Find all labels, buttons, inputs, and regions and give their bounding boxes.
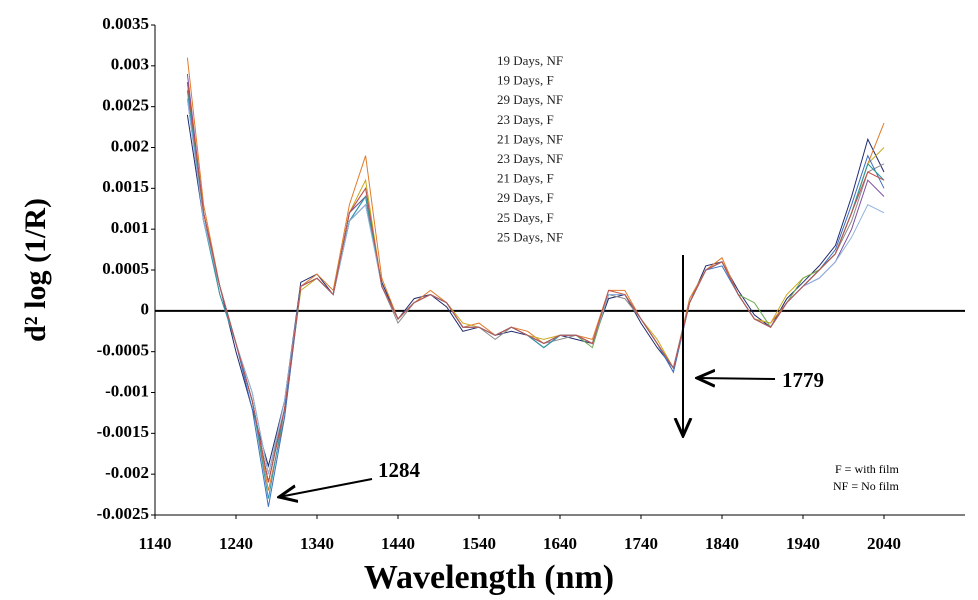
y-tick-label: 0.001	[111, 218, 149, 237]
y-axis-title: d² log (1/R)	[19, 198, 52, 342]
legend-entry: 23 Days, NF	[497, 151, 563, 166]
legend-entry: 29 Days, NF	[497, 92, 563, 107]
legend-entry: 29 Days, F	[497, 190, 554, 205]
series-line	[186, 90, 885, 483]
series-line	[186, 114, 885, 468]
x-tick-label: 2040	[867, 534, 901, 553]
x-tick-label: 1440	[381, 534, 415, 553]
y-tick-label: 0.0035	[102, 14, 149, 33]
legend-entry: 25 Days, F	[497, 210, 554, 225]
y-tick-label: -0.002	[105, 463, 149, 482]
legend-entry: 25 Days, NF	[497, 229, 563, 244]
y-tick-label: -0.0015	[97, 422, 149, 441]
y-tick-label: -0.001	[105, 381, 149, 400]
x-tick-label: 1840	[705, 534, 739, 553]
legend-entry: 21 Days, NF	[497, 131, 563, 146]
annotation: 1779	[782, 368, 824, 392]
legend-entry: 21 Days, F	[497, 171, 554, 186]
legend-entry: 19 Days, NF	[497, 53, 563, 68]
annotation-arrow	[697, 378, 776, 379]
y-tick-label: -0.0025	[97, 504, 149, 523]
y-tick-label: 0.0005	[102, 259, 149, 278]
legend-entry: 19 Days, F	[497, 73, 554, 88]
legend-entry: 23 Days, F	[497, 112, 554, 127]
x-tick-label: 1240	[219, 534, 253, 553]
x-tick-label: 1140	[138, 534, 171, 553]
x-tick-label: 1640	[543, 534, 577, 553]
x-tick-label: 1940	[786, 534, 820, 553]
x-tick-label: 1540	[462, 534, 496, 553]
x-tick-label: 1740	[624, 534, 658, 553]
y-tick-label: -0.0005	[97, 341, 149, 360]
x-axis-title: Wavelength (nm)	[364, 559, 614, 596]
series-line	[186, 82, 885, 483]
y-tick-label: 0	[141, 300, 150, 319]
y-tick-label: 0.0025	[102, 96, 149, 115]
annotation: 1284	[378, 458, 421, 482]
annotation-arrow	[279, 478, 373, 497]
annotation: F = with film	[835, 462, 899, 476]
y-tick-label: 0.002	[111, 136, 149, 155]
y-tick-label: 0.0015	[102, 177, 149, 196]
annotation: NF = No film	[833, 479, 899, 493]
x-tick-label: 1340	[300, 534, 334, 553]
y-tick-label: 0.003	[111, 55, 149, 74]
